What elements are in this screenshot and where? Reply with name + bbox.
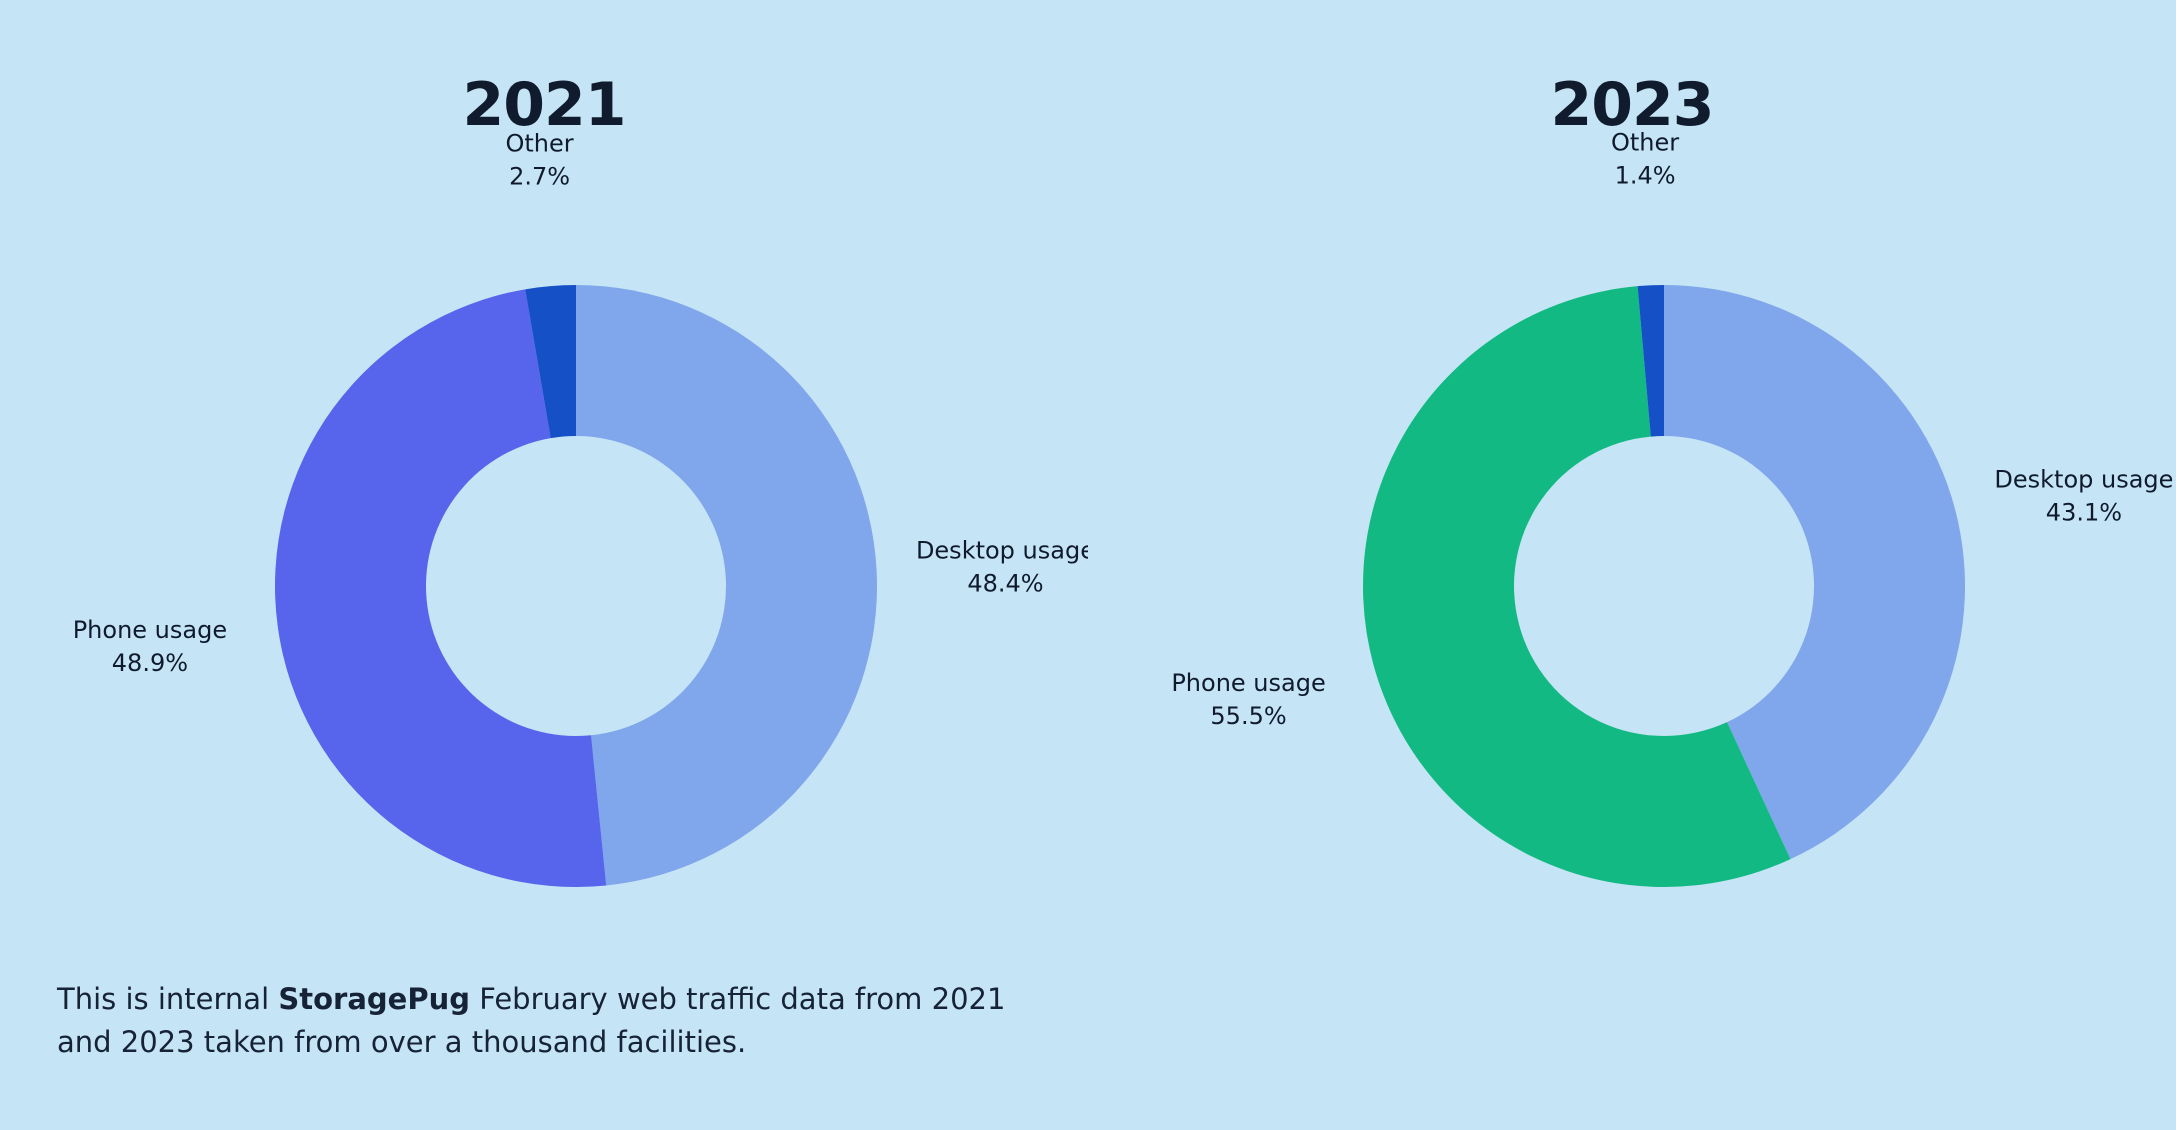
- slice-label-value: 43.1%: [2046, 499, 2122, 527]
- slice-label-name: Desktop usage: [916, 536, 1088, 564]
- chart-2023: 2023 Desktop usage 43.1% Phone usage 55.5% O…: [1088, 0, 2176, 960]
- donut-chart-2021: Desktop usage 48.4% Phone usage 48.9% Other 2…: [73, 130, 1088, 887]
- slice-desktop-usage: [1664, 285, 1965, 860]
- footnote-brand: StoragePug: [278, 982, 470, 1016]
- chart-2021: 2021 Desktop usage 48.4% Phone usage 48.9% O…: [0, 0, 1088, 960]
- slice-label-value: 2.7%: [509, 163, 570, 191]
- donut-chart-2023: Desktop usage 43.1% Phone usage 55.5% Other 1…: [1171, 128, 2173, 887]
- slice-label-desktop-usage: Desktop usage 43.1%: [1994, 466, 2173, 527]
- slice-label-phone-usage: Phone usage 48.9%: [73, 616, 227, 677]
- footnote-text-start: This is internal: [57, 982, 279, 1016]
- chart-title: 2023: [1550, 70, 1715, 140]
- slice-label-name: Desktop usage: [1994, 466, 2173, 494]
- slice-label-phone-usage: Phone usage 55.5%: [1171, 669, 1325, 730]
- slice-desktop-usage: [576, 285, 877, 886]
- slice-label-value: 1.4%: [1615, 161, 1676, 189]
- slice-label-name: Phone usage: [1171, 669, 1325, 697]
- slice-label-name: Other: [1611, 128, 1679, 156]
- chart-title: 2021: [462, 70, 627, 140]
- slice-label-name: Phone usage: [73, 616, 227, 644]
- slice-other: [1637, 285, 1664, 437]
- footnote: This is internal StoragePug February web…: [57, 978, 1057, 1064]
- slice-label-desktop-usage: Desktop usage 48.4%: [916, 536, 1088, 597]
- slice-label-value: 48.4%: [967, 569, 1043, 597]
- slice-label-other: Other 2.7%: [505, 130, 573, 191]
- slice-label-other: Other 1.4%: [1611, 128, 1679, 189]
- slice-label-name: Other: [505, 130, 573, 158]
- slice-phone-usage: [275, 289, 607, 887]
- slice-other: [525, 285, 576, 439]
- slice-label-value: 55.5%: [1210, 702, 1286, 730]
- slice-phone-usage: [1363, 286, 1791, 887]
- footnote-text-end: February web traffic data from 2021 and …: [57, 982, 1006, 1059]
- slice-label-value: 48.9%: [112, 649, 188, 677]
